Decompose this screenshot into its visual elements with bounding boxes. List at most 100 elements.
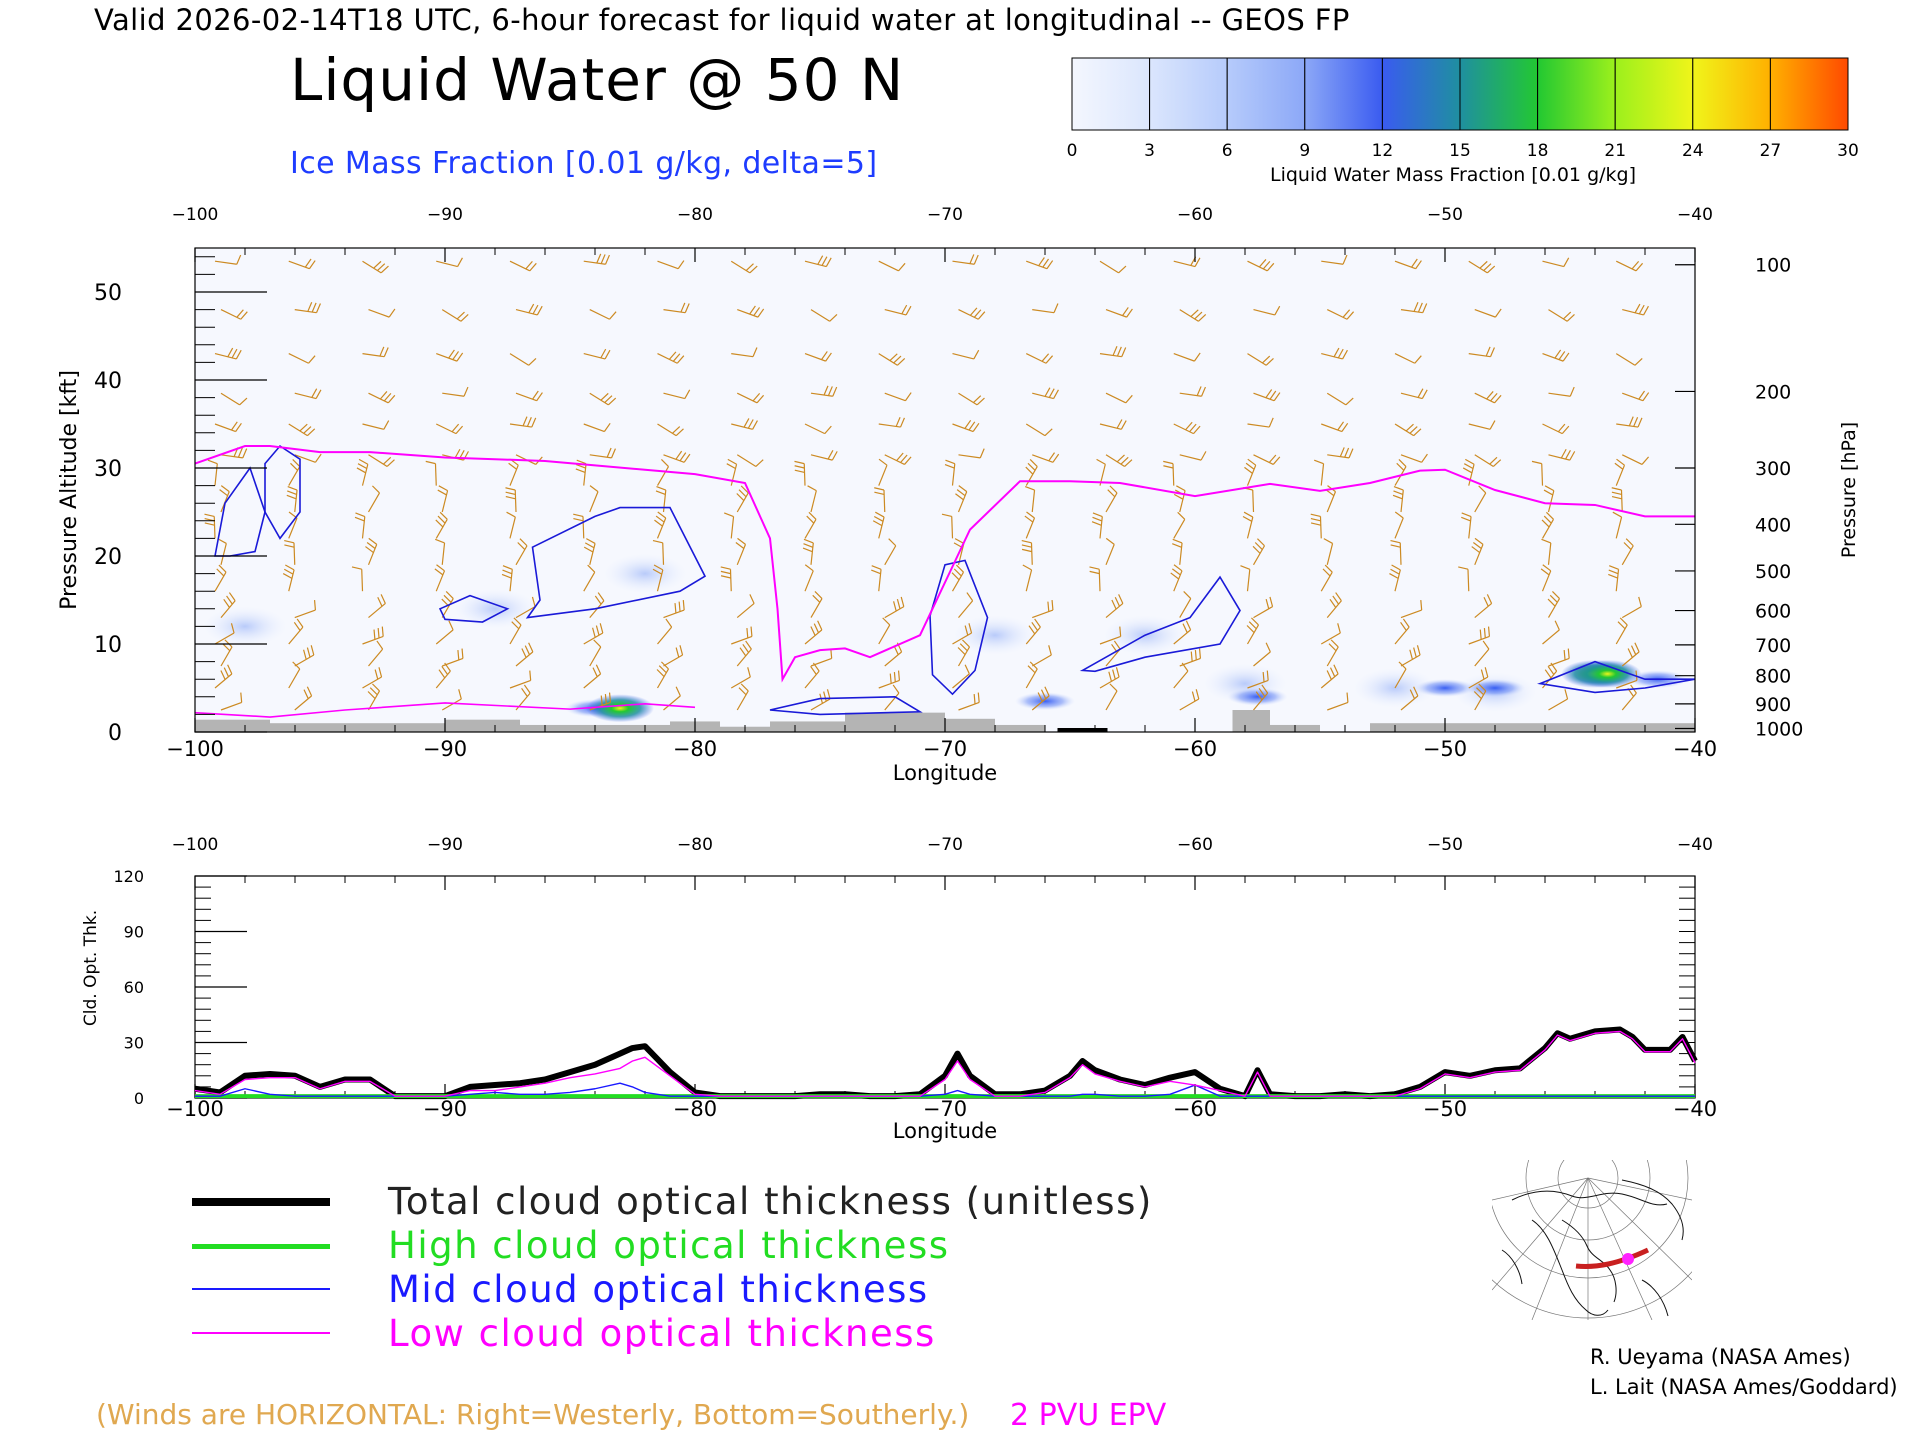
wind-barb (442, 386, 469, 397)
x-tick-label-top: −70 (927, 205, 963, 225)
wind-barb (1615, 353, 1643, 366)
wind-barb (362, 626, 384, 645)
wind-barb (1468, 667, 1489, 689)
lw-blob (1465, 679, 1525, 697)
x-tick-label: −100 (166, 737, 224, 761)
wind-barb (1105, 594, 1124, 619)
wind-barb (1615, 617, 1628, 645)
x-tick-label: −70 (923, 737, 967, 761)
wind-barb (207, 459, 218, 486)
lw-haze (953, 615, 1037, 656)
wind-barb (362, 667, 383, 689)
wind-barb (810, 385, 838, 397)
wind-barb (214, 421, 242, 433)
ice-contour (438, 594, 510, 623)
colorbar-segment (1071, 57, 1151, 131)
wind-barb (1468, 626, 1491, 645)
wind-barb (1099, 667, 1120, 689)
wind-barb (1170, 564, 1183, 592)
wind-barb (1468, 420, 1496, 430)
wind-barb (583, 253, 610, 265)
y-tick-label: 30 (94, 457, 122, 482)
legend-label-low: Low cloud optical thickness (388, 1312, 936, 1355)
lw-blob (586, 694, 654, 723)
wind-barb (1327, 692, 1349, 711)
wind-barb (583, 538, 596, 565)
legend-swatch-low (192, 1332, 330, 1334)
wind-barb (509, 670, 532, 689)
wind-barb (509, 260, 537, 272)
wind-barb (425, 460, 437, 486)
wind-barb (652, 539, 665, 565)
section-track (1575, 1247, 1650, 1269)
x-tick-label-top-lower: −50 (1427, 835, 1463, 855)
wind-barb (878, 458, 888, 486)
lw-blob (1227, 687, 1288, 706)
series-low-line (194, 1030, 1696, 1097)
wind-barb (726, 458, 738, 486)
wind-barb (1025, 423, 1053, 437)
wind-barb (362, 260, 389, 274)
wind-barb (575, 459, 587, 486)
wind-barb (288, 661, 301, 689)
wind-barb (1326, 592, 1342, 618)
plot-frame-lower (194, 875, 1696, 1099)
x-tick-label: −40 (1673, 737, 1717, 761)
wind-barb (1542, 423, 1570, 435)
wind-barb (872, 511, 885, 539)
wind-barb (589, 309, 617, 320)
wind-barb (1173, 352, 1201, 362)
wind-barb (1024, 485, 1036, 513)
wind-barb (1326, 639, 1339, 667)
wind-barb (515, 596, 536, 619)
wind-barb (1173, 662, 1189, 689)
lw-blob (1015, 692, 1075, 711)
pressure-tick-label: 100 (1755, 255, 1791, 277)
wind-barb (1394, 423, 1422, 437)
wind-barb (957, 639, 971, 667)
wind-barb (1394, 661, 1407, 689)
wind-barb (663, 645, 684, 667)
wind-barb (1099, 260, 1127, 274)
x-tick-label-top: −50 (1427, 205, 1463, 225)
colorbar-segment (1381, 57, 1461, 131)
wind-barb (737, 305, 765, 318)
wind-barb (804, 620, 823, 645)
wind-barb (294, 388, 322, 400)
wind-barb (720, 566, 732, 592)
wind-barb (1253, 684, 1269, 711)
y-tick-label: 0 (108, 721, 122, 746)
wind-barb (1253, 454, 1281, 465)
ice-contour (769, 695, 923, 716)
wind-barb (657, 260, 685, 270)
series-mid-line (195, 1082, 1695, 1097)
wind-barb (1179, 591, 1192, 618)
wind-barb (214, 254, 242, 265)
lw-haze (603, 553, 687, 594)
wind-barb (288, 353, 316, 364)
x-tick-label-lower: −40 (1673, 1097, 1717, 1121)
wind-barb (663, 389, 691, 400)
wind-barb (884, 452, 912, 465)
wind-barb (368, 594, 386, 619)
wind-barb (1179, 451, 1207, 461)
wind-barb (1099, 345, 1127, 358)
wind-barb (1389, 564, 1401, 592)
wind-barb (1173, 620, 1192, 645)
wind-barb (509, 416, 537, 428)
wind-barb (1032, 387, 1059, 400)
wind-barb (284, 539, 296, 565)
wind-barb (214, 623, 235, 645)
wind-barb (506, 511, 516, 539)
wind-barb (736, 392, 765, 404)
wind-barb (951, 564, 965, 592)
wind-barb (362, 420, 390, 430)
wind-barb (952, 349, 980, 360)
wind-barb (1025, 661, 1038, 689)
wind-barb (356, 458, 369, 486)
x-tick-label-top-lower: −60 (1177, 835, 1213, 855)
wind-barb (1608, 565, 1620, 592)
ice-contours (195, 444, 1695, 718)
wind-barb (1541, 511, 1555, 539)
wind-barb (878, 670, 901, 689)
